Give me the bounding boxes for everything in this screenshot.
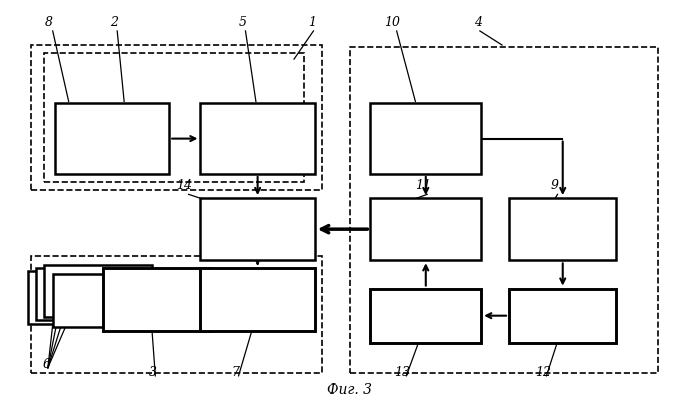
Bar: [509, 288, 617, 343]
Bar: [201, 268, 315, 331]
Bar: [201, 198, 315, 260]
Bar: [52, 275, 160, 327]
Text: 1: 1: [308, 16, 316, 29]
Bar: [370, 103, 481, 174]
Bar: [509, 198, 617, 260]
Text: 7: 7: [231, 366, 240, 379]
Bar: [350, 47, 658, 373]
Text: 8: 8: [44, 16, 52, 29]
Text: 11: 11: [415, 179, 431, 192]
Text: 2: 2: [110, 16, 118, 29]
Bar: [28, 271, 135, 324]
Bar: [55, 103, 169, 174]
Bar: [44, 53, 305, 182]
Text: 9: 9: [551, 179, 559, 192]
Text: 6: 6: [43, 358, 51, 371]
Text: 3: 3: [148, 366, 157, 379]
Text: 13: 13: [394, 366, 410, 379]
Bar: [370, 288, 481, 343]
Text: 12: 12: [535, 366, 552, 379]
Bar: [370, 198, 481, 260]
Bar: [31, 256, 322, 373]
Bar: [31, 45, 322, 190]
Bar: [201, 103, 315, 174]
Text: 10: 10: [384, 16, 400, 29]
Text: 5: 5: [238, 16, 247, 29]
Bar: [103, 268, 211, 331]
Bar: [44, 265, 152, 317]
Bar: [36, 268, 143, 320]
Text: 4: 4: [475, 16, 482, 29]
Text: 14: 14: [176, 179, 192, 192]
Text: Фиг. 3: Фиг. 3: [327, 383, 372, 397]
